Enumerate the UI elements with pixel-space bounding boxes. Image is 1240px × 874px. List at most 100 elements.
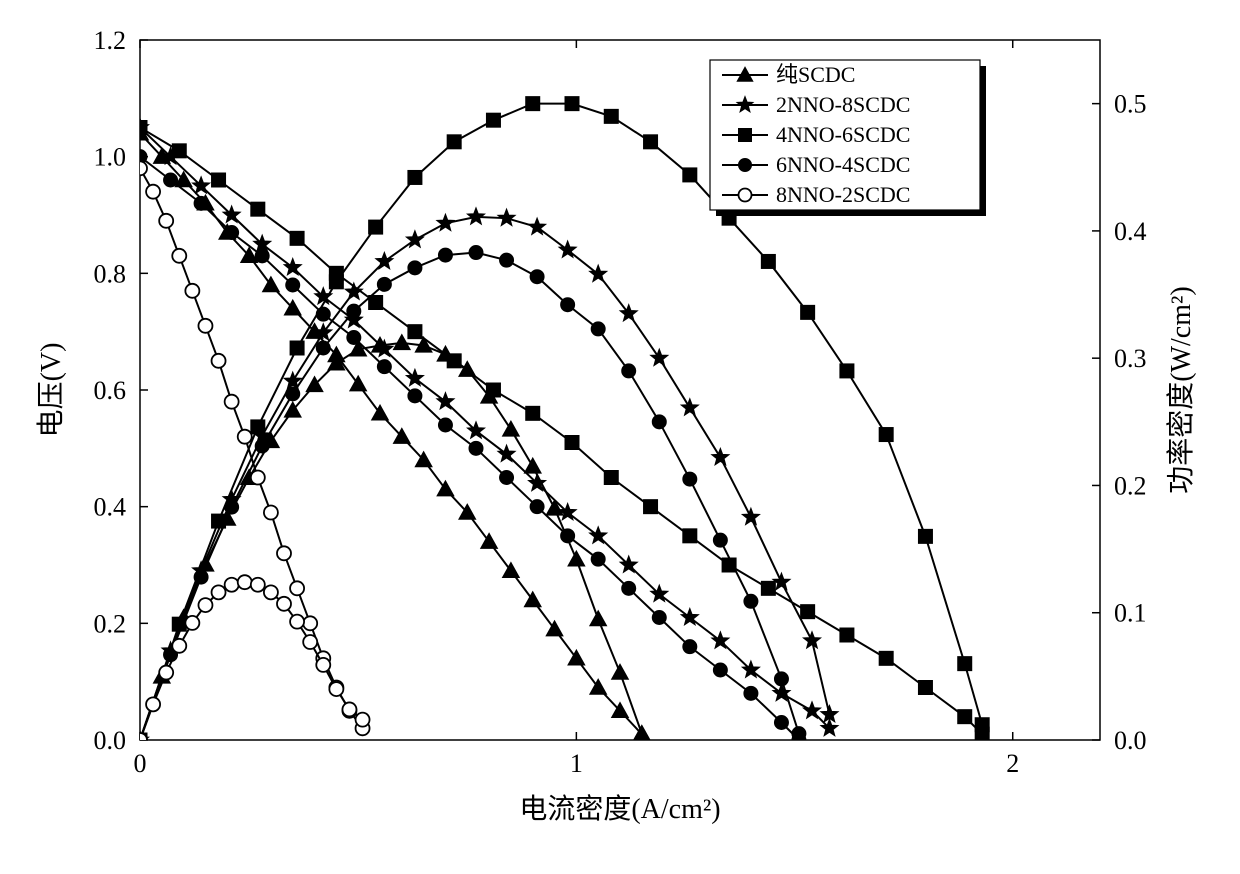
marker-circle [164, 173, 178, 187]
marker-circle [469, 441, 483, 455]
x-tick-label: 2 [1006, 749, 1019, 778]
marker-square [644, 135, 658, 149]
marker-circle-open [290, 581, 304, 595]
marker-circle [194, 570, 208, 584]
yl-tick-label: 0.2 [94, 609, 127, 638]
marker-circle-open [329, 682, 343, 696]
marker-circle-open [185, 616, 199, 630]
marker-circle [500, 471, 514, 485]
marker-circle-open [225, 578, 239, 592]
yl-tick-label: 0.0 [94, 726, 127, 755]
marker-circle [438, 248, 452, 262]
marker-square [801, 305, 815, 319]
marker-circle [591, 322, 605, 336]
marker-circle-open [185, 284, 199, 298]
marker-square [172, 144, 186, 158]
marker-circle [438, 418, 452, 432]
marker-circle-open [172, 249, 186, 263]
marker-circle-open [212, 585, 226, 599]
marker-square [369, 220, 383, 234]
chart-bg [0, 0, 1240, 874]
marker-circle [530, 500, 544, 514]
yl-tick-label: 0.6 [94, 376, 127, 405]
marker-circle [225, 500, 239, 514]
marker-circle-open [198, 319, 212, 333]
marker-square [526, 406, 540, 420]
marker-circle-open [264, 506, 278, 520]
chart-svg: 0120.00.20.40.60.81.01.20.00.10.20.30.40… [0, 0, 1240, 874]
marker-circle [286, 387, 300, 401]
marker-circle [530, 270, 544, 284]
marker-square [918, 681, 932, 695]
marker-square [840, 364, 854, 378]
legend-label: 8NNO-2SCDC [776, 182, 910, 207]
marker-circle-open [159, 666, 173, 680]
marker-circle [744, 594, 758, 608]
marker-square [604, 109, 618, 123]
marker-circle [255, 439, 269, 453]
marker-circle [316, 307, 330, 321]
yr-tick-label: 0.0 [1114, 726, 1147, 755]
marker-circle [561, 529, 575, 543]
marker-circle [469, 246, 483, 260]
marker-circle-open [238, 430, 252, 444]
marker-square [722, 558, 736, 572]
marker-circle-open [251, 471, 265, 485]
marker-circle-open [739, 189, 752, 202]
marker-circle-open [356, 713, 370, 727]
marker-square [447, 354, 461, 368]
marker-square [486, 383, 500, 397]
marker-square [840, 628, 854, 642]
marker-circle [774, 716, 788, 730]
marker-square [958, 710, 972, 724]
yl-tick-label: 1.0 [94, 143, 127, 172]
legend-label: 2NNO-8SCDC [776, 92, 910, 117]
marker-square [251, 202, 265, 216]
marker-circle [622, 364, 636, 378]
marker-circle [774, 672, 788, 686]
y-right-label: 功率密度(W/cm²) [1165, 286, 1197, 493]
x-tick-label: 1 [570, 749, 583, 778]
marker-circle-open [303, 616, 317, 630]
yr-tick-label: 0.5 [1114, 90, 1147, 119]
marker-circle [377, 277, 391, 291]
marker-circle [739, 159, 752, 172]
marker-circle-open [342, 702, 356, 716]
marker-circle-open [303, 635, 317, 649]
yl-tick-label: 1.2 [94, 26, 127, 55]
marker-circle-open [172, 639, 186, 653]
legend-label: 6NNO-4SCDC [776, 152, 910, 177]
marker-circle-open [251, 578, 265, 592]
marker-square [604, 471, 618, 485]
marker-circle-open [277, 546, 291, 560]
marker-circle [683, 472, 697, 486]
marker-circle [377, 360, 391, 374]
marker-square [683, 168, 697, 182]
marker-circle-open [225, 395, 239, 409]
marker-circle [347, 304, 361, 318]
yl-tick-label: 0.8 [94, 259, 127, 288]
yl-tick-label: 0.4 [94, 493, 127, 522]
legend-label: 纯SCDC [776, 62, 855, 87]
marker-circle [591, 552, 605, 566]
marker-square [683, 529, 697, 543]
marker-circle [225, 226, 239, 240]
marker-circle [255, 249, 269, 263]
yr-tick-label: 0.1 [1114, 599, 1147, 628]
marker-circle [792, 727, 806, 741]
marker-circle [194, 196, 208, 210]
marker-square [801, 605, 815, 619]
marker-square [879, 651, 893, 665]
marker-circle-open [212, 354, 226, 368]
marker-circle-open [290, 615, 304, 629]
marker-square [644, 500, 658, 514]
marker-square [739, 129, 752, 142]
marker-square [918, 529, 932, 543]
marker-circle [316, 341, 330, 355]
marker-circle-open [277, 597, 291, 611]
legend-label: 4NNO-6SCDC [776, 122, 910, 147]
yr-tick-label: 0.2 [1114, 471, 1147, 500]
marker-square [879, 428, 893, 442]
yr-tick-label: 0.4 [1114, 217, 1147, 246]
marker-circle-open [316, 658, 330, 672]
